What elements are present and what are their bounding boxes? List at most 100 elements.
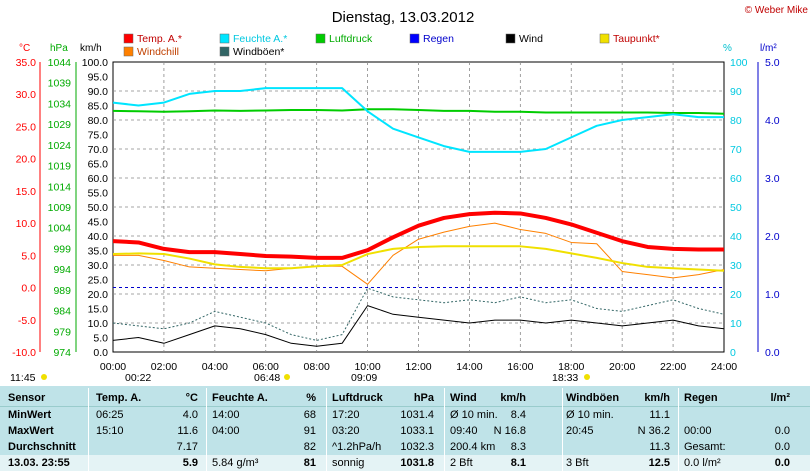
x-tick-label: 08:00 [304, 361, 330, 373]
press-tick-label: 1044 [48, 57, 72, 69]
table-cell: 91 [303, 425, 316, 437]
stats-header-row: Sensor Temp. A. °C Feuchte A.% Luftdruck hPa W… [0, 388, 810, 407]
press-tick-label: 1019 [48, 161, 72, 173]
table-cell: 0.0 [774, 425, 790, 437]
temp-tick-label: 20.0 [16, 154, 37, 166]
legend: Temp. A.* Feuchte A.* Luftdruck Regen Wind Ta… [123, 33, 660, 58]
press-tick-label: 1034 [48, 98, 72, 110]
table-cell: 0.0 [774, 457, 790, 469]
x-tick-label: 24:00 [711, 361, 737, 373]
table-cell: 3 Bft [566, 457, 589, 469]
table-cell: N 36.2 [637, 425, 670, 437]
table-cell: 7.17 [176, 441, 198, 453]
wind-tick-label: 35.0 [88, 246, 109, 258]
table-header-cell: Regen [684, 392, 718, 404]
rain-tick-label: 5.0 [765, 57, 780, 69]
temp-tick-label: -5.0 [18, 315, 36, 327]
table-cell: 1032.3 [400, 441, 434, 453]
press-tick-label: 974 [53, 347, 71, 359]
x-tick-label: 10:00 [354, 361, 380, 373]
wind-tick-label: 60.0 [88, 173, 109, 185]
table-cell: 81 [303, 457, 316, 469]
sun-icon [41, 374, 47, 380]
column-separator [88, 388, 89, 471]
column-separator [206, 388, 207, 471]
wind-tick-label: 95.0 [88, 72, 109, 84]
table-cell: 15:10 [96, 425, 124, 437]
temp-tick-label: -10.0 [12, 347, 36, 359]
table-cell: 20:45 [566, 425, 594, 437]
table-header-cell: Feuchte A. [212, 392, 268, 404]
x-tick-label: 14:00 [456, 361, 482, 373]
wind-tick-label: 65.0 [88, 159, 109, 171]
hum-tick-label: 30 [730, 260, 742, 272]
column-separator [444, 388, 445, 471]
table-cell: 5.84 g/m³ [212, 457, 259, 469]
hum-tick-label: 50 [730, 202, 742, 214]
axis-labels: 35.0 30.0 25.0 20.0 15.0 10.0 5.0 0.0 -5.0 -10.0 1… [12, 57, 780, 373]
x-tick-label: 12:00 [405, 361, 431, 373]
table-cell: 8.4 [510, 409, 526, 421]
wind-tick-label: 45.0 [88, 217, 109, 229]
legend-swatch [409, 33, 420, 44]
table-cell: 11.1 [649, 409, 670, 421]
table-header-cell: °C [185, 392, 198, 404]
wind-tick-label: 85.0 [88, 101, 109, 113]
table-row: 13.03. 23:55 5.9 5.84 g/m³ 81 sonnig 1031.8 2 … [0, 455, 810, 471]
series-layer [112, 87, 725, 347]
legend-swatch [123, 33, 134, 44]
legend-label: Luftdruck [329, 33, 373, 45]
sun-icon [284, 374, 290, 380]
rain-tick-label: 1.0 [765, 289, 780, 301]
legend-label: Feuchte A.* [233, 33, 287, 45]
rain-tick-label: 4.0 [765, 115, 780, 127]
series-line-windb-en [112, 287, 725, 341]
table-cell: 1033.1 [400, 425, 434, 437]
table-cell: 68 [303, 409, 316, 421]
sun-events: 11:45 00:22 06:48 09:09 18:33 [10, 372, 590, 384]
series-line-feuchte-a [112, 87, 724, 153]
table-cell: 2 Bft [450, 457, 473, 469]
press-tick-label: 1024 [48, 140, 72, 152]
moon-event-a: 00:22 [125, 372, 151, 384]
wind-tick-label: 70.0 [88, 144, 109, 156]
table-cell: 00:00 [684, 425, 712, 437]
wind-tick-label: 5.0 [93, 333, 108, 345]
wind-tick-label: 50.0 [88, 202, 109, 214]
temp-tick-label: 5.0 [21, 250, 36, 262]
table-cell: Durchschnitt [8, 441, 76, 453]
table-cell: N 16.8 [493, 425, 526, 437]
column-separator [562, 388, 563, 471]
press-tick-label: 1014 [48, 181, 72, 193]
hum-tick-label: 90 [730, 86, 742, 98]
table-header-cell: l/m² [770, 392, 790, 404]
column-separator [326, 388, 327, 471]
legend-label: Windböen* [233, 46, 284, 58]
hum-tick-label: 20 [730, 289, 742, 301]
press-tick-label: 999 [53, 243, 71, 255]
table-cell: 04:00 [212, 425, 240, 437]
table-cell: MinWert [8, 409, 52, 421]
press-tick-label: 1004 [48, 223, 72, 235]
table-header-cell: hPa [413, 392, 434, 404]
sunset-time: 18:33 [552, 372, 578, 384]
wind-tick-label: 0.0 [93, 347, 108, 359]
column-separator [678, 388, 679, 471]
x-tick-label: 02:00 [151, 361, 177, 373]
press-unit-label: hPa [50, 43, 68, 54]
x-tick-label: 16:00 [507, 361, 533, 373]
x-tick-label: 04:00 [202, 361, 228, 373]
table-header-cell: Temp. A. [96, 392, 142, 404]
hum-tick-label: 60 [730, 173, 742, 185]
legend-label: Wind [519, 33, 543, 45]
moon-event-b: 09:09 [351, 372, 377, 384]
series-line-windchill [113, 222, 725, 285]
series-line-luftdruck [112, 108, 725, 115]
table-cell: 200.4 km [450, 441, 496, 453]
press-tick-label: 984 [53, 306, 71, 318]
hum-tick-label: 100 [730, 57, 748, 69]
legend-swatch [315, 33, 326, 44]
rain-tick-label: 3.0 [765, 173, 780, 185]
press-tick-label: 1009 [48, 202, 72, 214]
wind-tick-label: 20.0 [88, 289, 109, 301]
